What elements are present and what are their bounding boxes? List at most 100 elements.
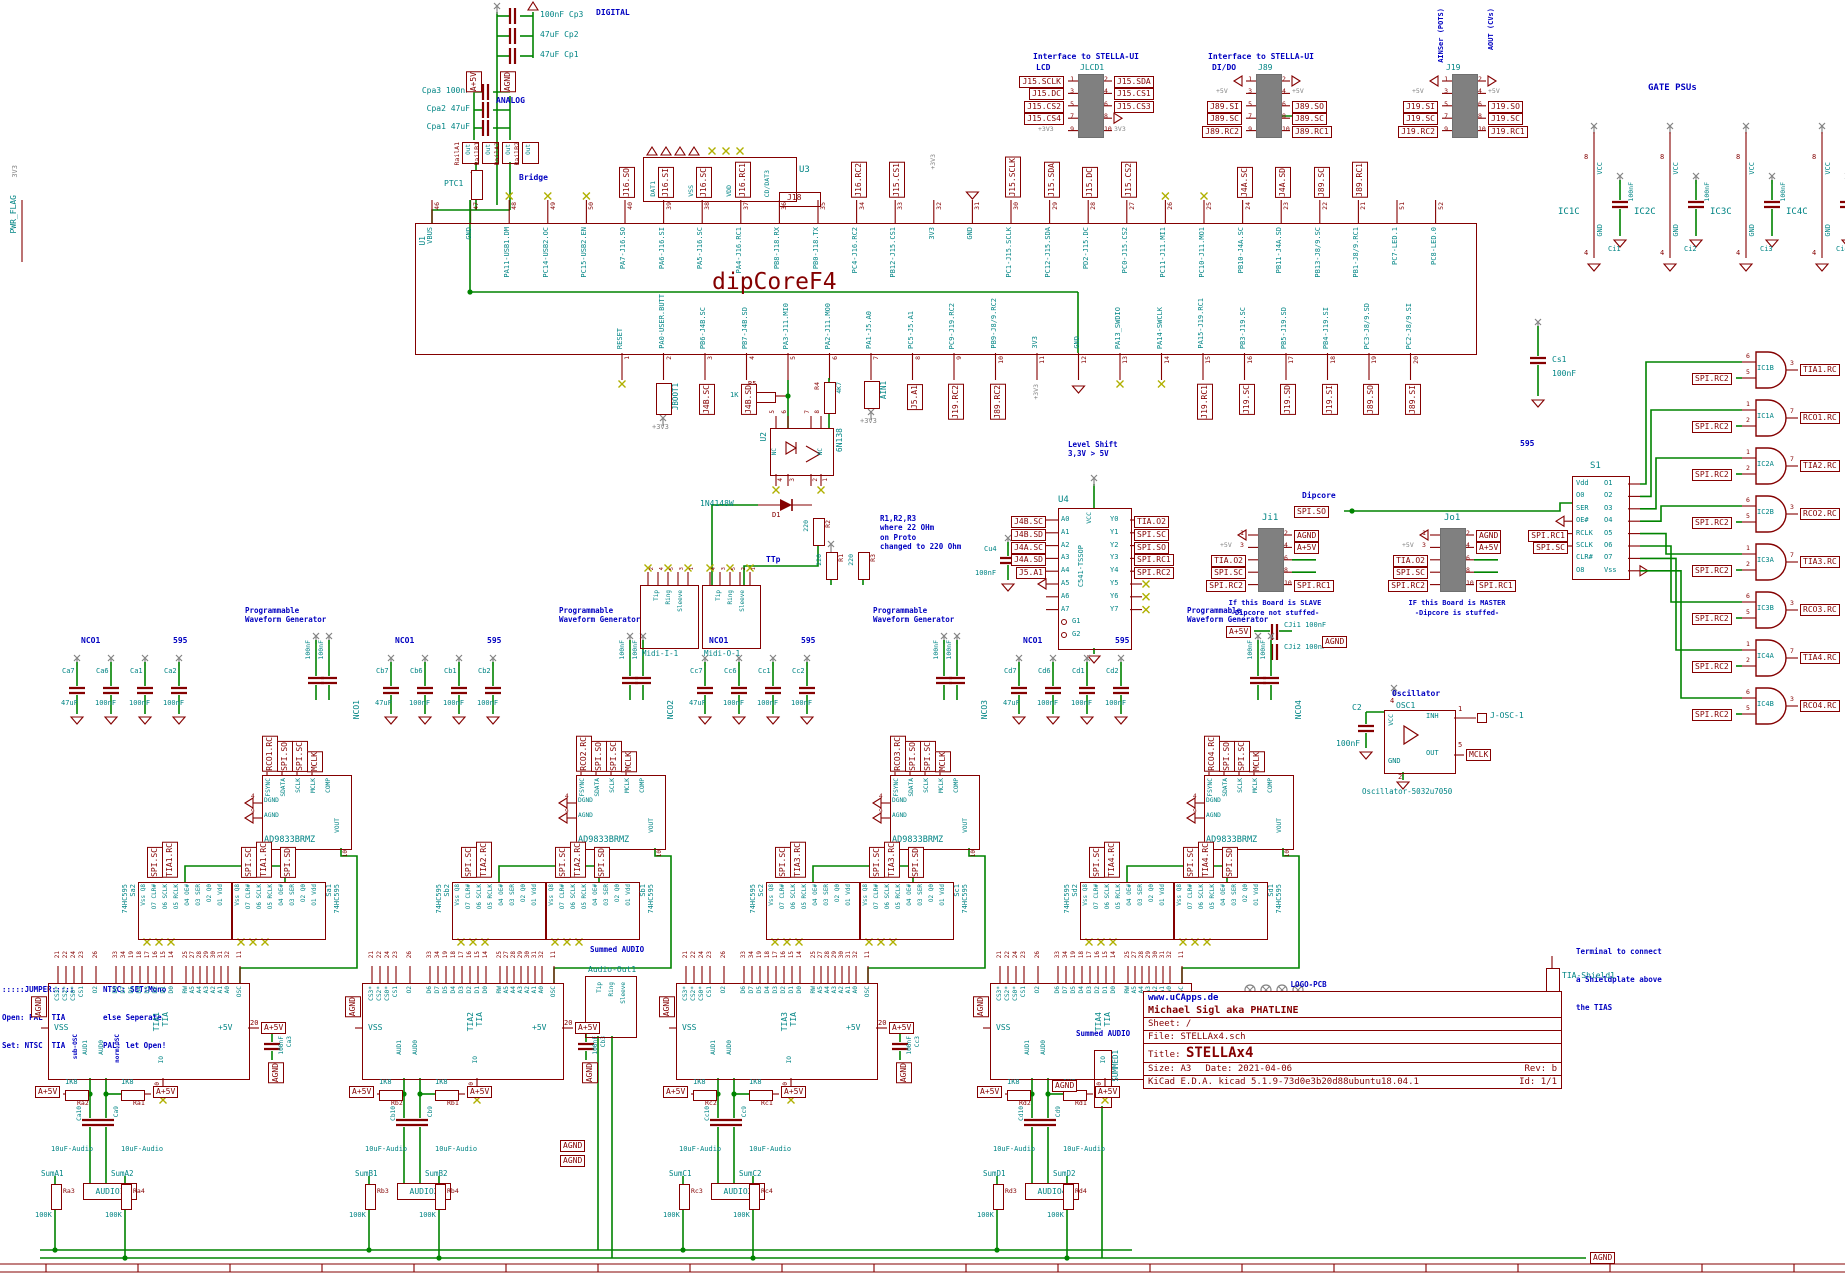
net-label-AGND[interactable]: AGND	[1590, 1252, 1616, 1264]
website-link[interactable]: www.uCApps.de	[1148, 993, 1219, 1003]
net-label-SPI.SD[interactable]: SPI.SD	[1222, 847, 1238, 878]
net-label-SPI.RC2[interactable]: SPI.RC2	[1692, 613, 1732, 625]
net-label-J16.SI[interactable]: J16.SI	[657, 167, 674, 198]
rail-RailB1[interactable]	[482, 142, 499, 164]
net-label-RCO4.RC[interactable]: RCO4.RC	[1204, 736, 1220, 772]
audio-jack-AUDIO2[interactable]: AUDIO2	[397, 1183, 451, 1200]
net-label-J19.SC[interactable]: J19.SC	[1488, 113, 1523, 126]
shift-register-Sc2[interactable]	[766, 882, 860, 940]
net-label-MCLK[interactable]: MCLK	[1466, 749, 1492, 761]
net-label-AGND[interactable]: AGND	[268, 1062, 284, 1084]
net-label-SPI.SC[interactable]: SPI.SC	[1183, 847, 1199, 878]
net-label-SPI.SC[interactable]: SPI.SC	[1089, 847, 1105, 878]
resistor-Rc4[interactable]	[749, 1184, 760, 1210]
net-label-J16.RC1[interactable]: J16.RC1	[734, 162, 751, 198]
net-label-RCO2.RC[interactable]: RCO2.RC	[576, 736, 592, 772]
net-label-AGND[interactable]: AGND	[973, 996, 989, 1018]
net-label-TIA3.RC[interactable]: TIA3.RC	[884, 842, 900, 878]
net-label-J5.A1[interactable]: J5.A1	[1015, 567, 1046, 580]
net-label-TIA2.RC[interactable]: TIA2.RC	[476, 842, 492, 878]
net-label-J4A.SD[interactable]: J4A.SD	[1011, 554, 1046, 567]
net-label-AGND[interactable]: AGND	[560, 1140, 586, 1152]
resistor-Rb2[interactable]	[379, 1090, 403, 1101]
net-label-RCO4.RC[interactable]: RCO4.RC	[1800, 700, 1840, 712]
net-label-AGND[interactable]: AGND	[345, 996, 361, 1018]
resistor-R4[interactable]	[824, 382, 836, 414]
net-label-SPI.SC[interactable]: SPI.SC	[775, 847, 791, 878]
net-label-MCLK[interactable]: MCLK	[935, 750, 951, 772]
net-label-SPI.SC[interactable]: SPI.SC	[555, 847, 571, 878]
net-label-A+5V[interactable]: A+5V	[153, 1086, 179, 1098]
resistor-Ra1[interactable]	[121, 1090, 145, 1101]
net-label-J19.RC2[interactable]: J19.RC2	[1398, 125, 1438, 138]
net-label-J89.SO[interactable]: J89.SO	[1292, 100, 1327, 113]
net-label-TIA4.RC[interactable]: TIA4.RC	[1104, 842, 1120, 878]
net-label-MCLK[interactable]: MCLK	[621, 750, 637, 772]
card-slot-U3[interactable]	[643, 157, 797, 202]
net-label-SPI.RC2[interactable]: SPI.RC2	[1692, 421, 1732, 433]
net-label-J19.SI[interactable]: J19.SI	[1321, 384, 1338, 415]
net-label-J15.DC[interactable]: J15.DC	[1029, 88, 1064, 101]
net-label-MCLK[interactable]: MCLK	[1249, 750, 1265, 772]
resistor-Rb4[interactable]	[435, 1184, 446, 1210]
net-label-J89.SO[interactable]: J89.SO	[1363, 384, 1379, 415]
connector-J19[interactable]	[1452, 74, 1478, 138]
net-label-J4A.SC[interactable]: J4A.SC	[1011, 541, 1046, 554]
net-label-A+5V[interactable]: A+5V	[977, 1086, 1003, 1098]
net-label-A+5V[interactable]: A+5V	[261, 1022, 287, 1034]
net-label-SPI.SC[interactable]: SPI.SC	[1134, 528, 1169, 541]
midi-jack-Midi-O-1[interactable]	[702, 585, 761, 649]
net-label-J16.SO[interactable]: J16.SO	[619, 167, 635, 198]
net-label-J89.RC2[interactable]: J89.RC2	[989, 384, 1006, 420]
net-label-J15.DC[interactable]: J15.DC	[1082, 167, 1099, 198]
net-label-SPI.RC2[interactable]: SPI.RC2	[1206, 579, 1246, 592]
net-label-J4B.SD[interactable]: J4B.SD	[740, 384, 757, 415]
net-label-SPI.RC2[interactable]: SPI.RC2	[1692, 373, 1732, 385]
audio-jack-AUDIO4[interactable]: AUDIO4	[1025, 1183, 1079, 1200]
net-label-AGND[interactable]: AGND	[1322, 636, 1348, 648]
net-label-J89.SI[interactable]: J89.SI	[1207, 100, 1242, 113]
net-label-A+5V[interactable]: A+5V	[575, 1022, 601, 1034]
rail-RailB2[interactable]	[522, 142, 539, 164]
connector-JLCD1[interactable]	[1078, 74, 1104, 138]
jumper-JBOOT1[interactable]	[656, 383, 672, 415]
shift-register-Sb2[interactable]	[452, 882, 546, 940]
net-label-SPI.SC[interactable]: SPI.SC	[1234, 741, 1250, 772]
net-label-SPI.SO[interactable]: SPI.SO	[905, 741, 921, 772]
net-label-AGND[interactable]: AGND	[582, 1062, 598, 1084]
resistor-R2[interactable]	[813, 518, 825, 546]
net-label-J4B.SD[interactable]: J4B.SD	[1011, 528, 1046, 541]
nco-chip-NCO4[interactable]	[1204, 775, 1294, 850]
net-label-TIA2.RC[interactable]: TIA2.RC	[570, 842, 586, 878]
resistor-Rc2[interactable]	[693, 1090, 717, 1101]
net-label-RCO2.RC[interactable]: RCO2.RC	[1800, 508, 1840, 520]
resistor-Rb3[interactable]	[365, 1184, 376, 1210]
net-label-SPI.SC[interactable]: SPI.SC	[461, 847, 477, 878]
net-label-A+5V[interactable]: A+5V	[35, 1086, 61, 1098]
net-label-J15.SDA[interactable]: J15.SDA	[1114, 76, 1154, 88]
mcu-dipCoreF4[interactable]	[415, 223, 1477, 355]
net-label-SPI.SC[interactable]: SPI.SC	[241, 847, 257, 878]
net-label-J89.SC[interactable]: J89.SC	[1292, 113, 1327, 126]
power-flag-a5v[interactable]: A+5V	[466, 70, 482, 92]
net-label-TIA1.RC[interactable]: TIA1.RC	[1800, 364, 1840, 376]
net-label-SPI.SD[interactable]: SPI.SD	[594, 847, 610, 878]
net-label-AGND[interactable]: AGND	[659, 996, 675, 1018]
net-label-TIA.O2[interactable]: TIA.O2	[1134, 516, 1169, 528]
header-Jo1[interactable]	[1440, 528, 1466, 592]
net-label-AGND[interactable]: AGND	[1294, 530, 1320, 542]
net-label-AGND[interactable]: AGND	[896, 1062, 912, 1084]
net-label-RCO3.RC[interactable]: RCO3.RC	[1800, 604, 1840, 616]
net-label-SPI.SO[interactable]: SPI.SO	[1134, 541, 1169, 554]
shift-register-Sc1[interactable]	[860, 882, 954, 940]
net-label-SPI.RC1[interactable]: SPI.RC1	[1294, 579, 1334, 592]
net-label-J19.RC2[interactable]: J19.RC2	[948, 384, 964, 420]
oscillator-OSC1[interactable]	[1384, 710, 1456, 774]
net-label-J89.SC[interactable]: J89.SC	[1313, 167, 1330, 198]
net-label-RCO1.RC[interactable]: RCO1.RC	[262, 736, 278, 772]
resistor-Rb1[interactable]	[435, 1090, 459, 1101]
net-label-SPI.RC2[interactable]: SPI.RC2	[1134, 567, 1174, 580]
net-label-TIA1.RC[interactable]: TIA1.RC	[256, 842, 272, 878]
tia-chip-TIA1[interactable]	[48, 983, 250, 1080]
net-label-AGND[interactable]: AGND	[560, 1155, 586, 1167]
